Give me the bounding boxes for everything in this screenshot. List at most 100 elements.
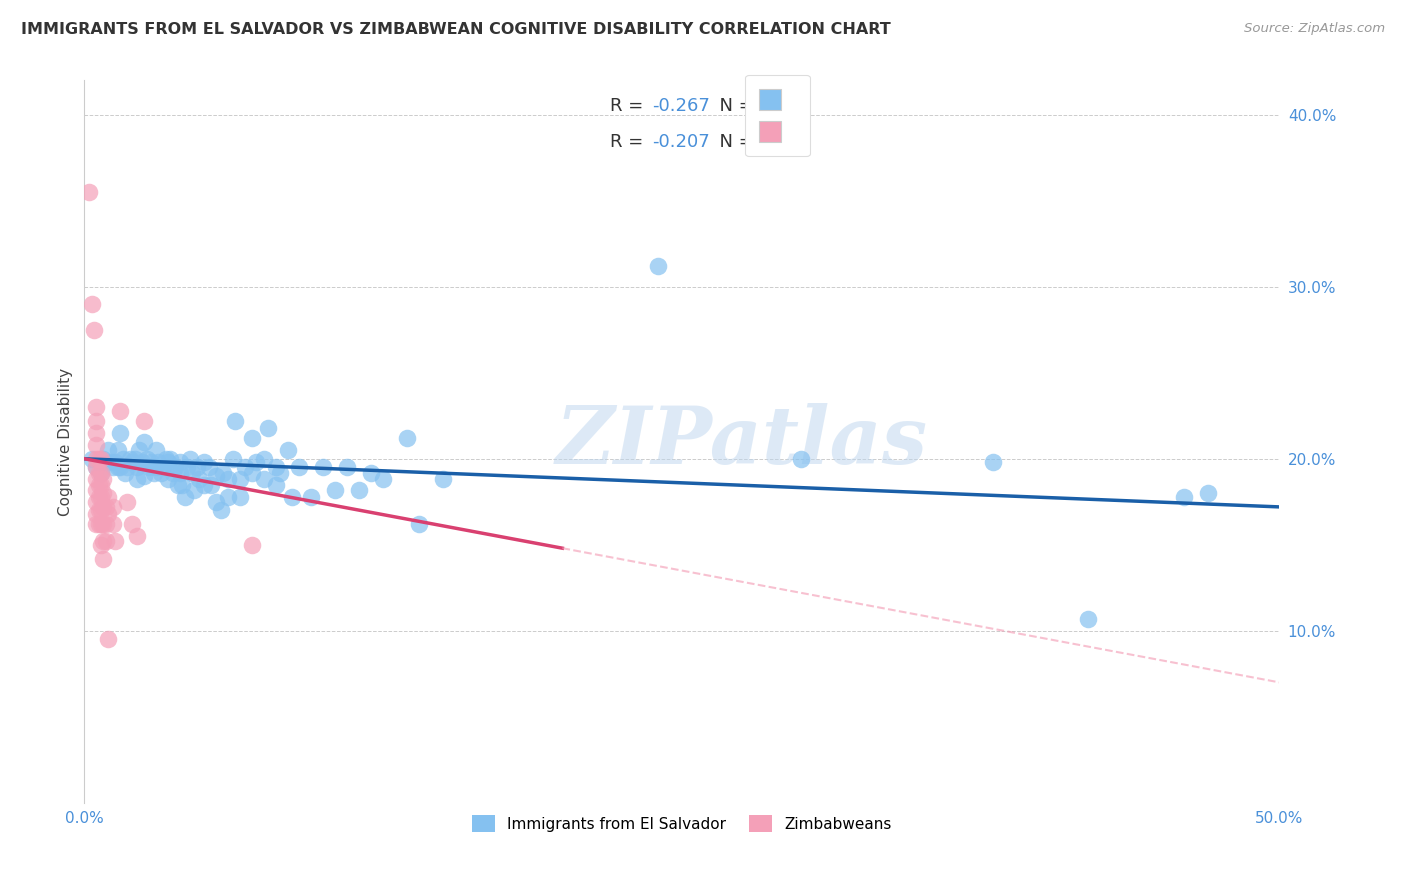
Point bbox=[186, 460, 208, 475]
Text: N =: N = bbox=[709, 96, 759, 114]
Point bbox=[125, 472, 148, 486]
Point bbox=[173, 490, 195, 504]
Point bbox=[159, 451, 181, 466]
Point bbox=[118, 451, 141, 466]
Point bbox=[981, 455, 1004, 469]
Point bbox=[94, 534, 117, 549]
Point bbox=[432, 472, 454, 486]
Point bbox=[87, 477, 110, 491]
Point bbox=[1197, 486, 1219, 500]
Point bbox=[104, 534, 127, 549]
Text: Source: ZipAtlas.com: Source: ZipAtlas.com bbox=[1244, 22, 1385, 36]
Point bbox=[86, 517, 108, 532]
Point bbox=[101, 500, 124, 514]
Point bbox=[86, 400, 108, 414]
Point bbox=[200, 477, 222, 491]
Point bbox=[169, 466, 191, 480]
Point bbox=[325, 483, 347, 497]
Point bbox=[253, 451, 276, 466]
Point bbox=[142, 466, 165, 480]
Point bbox=[408, 517, 430, 532]
Point bbox=[87, 451, 110, 466]
Point bbox=[166, 477, 188, 491]
Point bbox=[169, 455, 191, 469]
Point bbox=[647, 259, 669, 273]
Point bbox=[145, 443, 167, 458]
Point bbox=[117, 494, 139, 508]
Point bbox=[141, 455, 163, 469]
Point bbox=[86, 507, 108, 521]
Text: 50: 50 bbox=[756, 133, 780, 151]
Point bbox=[86, 472, 108, 486]
Point bbox=[125, 529, 148, 543]
Point bbox=[87, 517, 110, 532]
Text: N =: N = bbox=[709, 133, 759, 151]
Point bbox=[86, 451, 108, 466]
Point bbox=[128, 443, 150, 458]
Point bbox=[176, 460, 198, 475]
Point bbox=[87, 490, 110, 504]
Point bbox=[205, 469, 228, 483]
Point bbox=[110, 460, 132, 475]
Point bbox=[257, 421, 280, 435]
Point bbox=[183, 483, 205, 497]
Point bbox=[138, 460, 160, 475]
Point bbox=[301, 490, 323, 504]
Point bbox=[245, 455, 267, 469]
Text: 90: 90 bbox=[756, 96, 780, 114]
Point bbox=[125, 460, 148, 475]
Point bbox=[94, 517, 117, 532]
Point bbox=[90, 517, 112, 532]
Point bbox=[240, 431, 263, 445]
Point bbox=[157, 472, 180, 486]
Point bbox=[80, 297, 103, 311]
Point bbox=[149, 466, 172, 480]
Point bbox=[205, 494, 228, 508]
Point bbox=[97, 632, 120, 647]
Point bbox=[100, 455, 122, 469]
Point bbox=[229, 490, 252, 504]
Point bbox=[90, 490, 112, 504]
Point bbox=[93, 472, 115, 486]
Y-axis label: Cognitive Disability: Cognitive Disability bbox=[58, 368, 73, 516]
Text: ZIPatlas: ZIPatlas bbox=[555, 403, 928, 480]
Point bbox=[93, 486, 115, 500]
Point bbox=[90, 466, 112, 480]
Point bbox=[396, 431, 419, 445]
Point bbox=[83, 323, 105, 337]
Point bbox=[145, 460, 167, 475]
Point bbox=[93, 534, 115, 549]
Point bbox=[90, 538, 112, 552]
Point bbox=[277, 443, 299, 458]
Text: -0.207: -0.207 bbox=[652, 133, 710, 151]
Point bbox=[360, 466, 382, 480]
Point bbox=[172, 477, 194, 491]
Point bbox=[86, 460, 108, 475]
Point bbox=[312, 460, 335, 475]
Point bbox=[111, 451, 134, 466]
Point bbox=[209, 503, 232, 517]
Point bbox=[193, 455, 215, 469]
Point bbox=[101, 517, 124, 532]
Point bbox=[224, 414, 246, 428]
Point bbox=[121, 455, 143, 469]
Point bbox=[281, 490, 304, 504]
Point bbox=[1077, 612, 1099, 626]
Point bbox=[86, 494, 108, 508]
Point bbox=[110, 425, 132, 440]
Point bbox=[148, 455, 170, 469]
Point bbox=[90, 477, 112, 491]
Point bbox=[77, 185, 100, 199]
Point bbox=[373, 472, 395, 486]
Point bbox=[93, 500, 115, 514]
Point bbox=[110, 403, 132, 417]
Point bbox=[107, 460, 129, 475]
Point bbox=[86, 460, 108, 475]
Point bbox=[101, 460, 124, 475]
Point bbox=[90, 503, 112, 517]
Legend: Immigrants from El Salvador, Zimbabweans: Immigrants from El Salvador, Zimbabweans bbox=[465, 809, 898, 838]
Point bbox=[94, 500, 117, 514]
Point bbox=[193, 477, 215, 491]
Text: -0.267: -0.267 bbox=[652, 96, 710, 114]
Point bbox=[240, 466, 263, 480]
